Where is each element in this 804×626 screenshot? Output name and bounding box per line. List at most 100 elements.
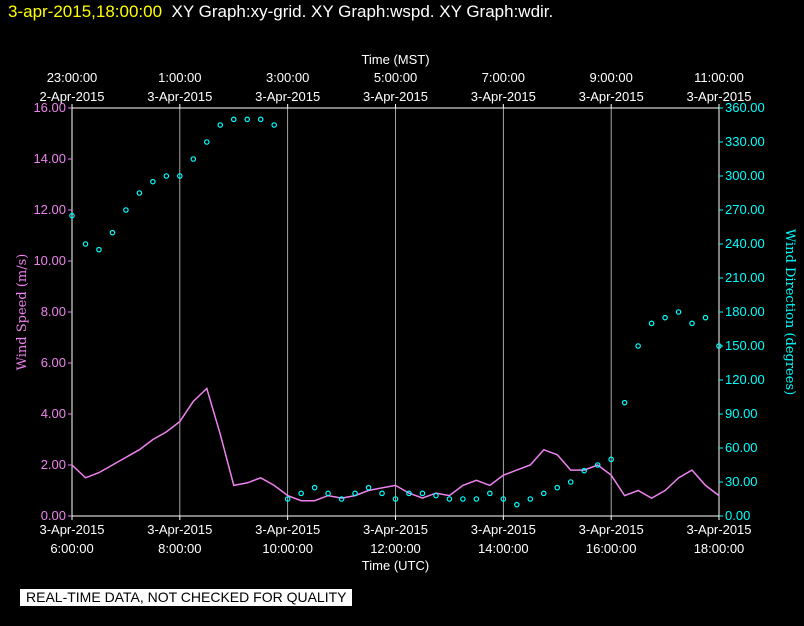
y-tick-label-right: 30.00 (725, 474, 758, 489)
disclaimer: REAL-TIME DATA, NOT CHECKED FOR QUALITY (20, 589, 353, 606)
x-tick-label-time: 12:00:00 (370, 541, 421, 556)
x-top-tick-label-time: 11:00:00 (694, 70, 744, 85)
y-tick-label-right: 270.00 (725, 202, 765, 217)
wind-direction-point (298, 490, 304, 497)
wind-direction-point (702, 314, 709, 321)
x-top-tick-label-time: 7:00:00 (482, 70, 525, 85)
wind-direction-point (379, 490, 385, 497)
wind-direction-point (257, 116, 264, 123)
y-tick-label-right: 60.00 (725, 440, 758, 455)
x-tick-label-date: 3-Apr-2015 (579, 522, 644, 537)
wind-direction-point (365, 484, 372, 491)
wind-direction-point (352, 490, 358, 497)
x-tick-label-time: 16:00:00 (586, 541, 637, 556)
x-tick-label-date: 3-Apr-2015 (471, 522, 536, 537)
wind-direction-point (338, 496, 345, 502)
x-top-tick-label-date: 3-Apr-2015 (363, 89, 428, 104)
wind-direction-point (608, 456, 614, 463)
y-tick-label-left: 4.00 (41, 406, 66, 421)
y-tick-label-right: 90.00 (725, 406, 758, 421)
wind-direction-point (419, 490, 426, 497)
wind-direction-point (406, 490, 412, 497)
wind-direction-point (675, 309, 682, 315)
y-tick-label-right: 210.00 (725, 270, 765, 285)
x-top-tick-label-time: 3:00:00 (266, 70, 309, 85)
wind-direction-point (69, 212, 75, 219)
timestamp: 3-apr-2015,18:00:00 (8, 2, 163, 21)
y-tick-label-right: 330.00 (725, 134, 765, 149)
wind-direction-point (136, 190, 143, 196)
wind-direction-point (446, 496, 453, 502)
x-tick-label-time: 10:00:00 (262, 541, 313, 556)
y-tick-label-left: 2.00 (41, 457, 66, 472)
wind-direction-point (325, 490, 331, 497)
wind-direction-point (621, 399, 628, 406)
wind-direction-point (123, 207, 129, 213)
x-top-tick-label-time: 23:00:00 (47, 70, 98, 85)
y-tick-label-left: 8.00 (41, 304, 66, 319)
x-top-tick-label-date: 3-Apr-2015 (579, 89, 644, 104)
wind-direction-point (689, 320, 695, 327)
wind-direction-point (648, 320, 655, 327)
wind-direction-point (244, 116, 251, 123)
wind-direction-point (203, 139, 210, 145)
wind-direction-point (163, 173, 170, 179)
y-axis-title-right: Wind Direction (degrees) (782, 229, 797, 395)
wind-direction-point (527, 496, 534, 502)
x-tick-label-time: 6:00:00 (50, 541, 93, 556)
wind-direction-point (635, 343, 641, 349)
wind-direction-point (716, 343, 722, 349)
wind-direction-point (190, 156, 197, 162)
y-tick-label-left: 16.00 (33, 100, 66, 115)
y-tick-label-right: 150.00 (725, 338, 765, 353)
wind-direction-point (217, 122, 224, 128)
x-top-tick-label-date: 3-Apr-2015 (471, 89, 536, 104)
wind-direction-point (594, 462, 601, 468)
wind-direction-point (109, 229, 116, 236)
y-tick-label-left: 14.00 (33, 151, 66, 166)
y-tick-label-right: 240.00 (725, 236, 765, 251)
x-tick-label-time: 14:00:00 (478, 541, 529, 556)
x-top-tick-label-date: 3-Apr-2015 (686, 89, 751, 104)
wind-direction-point (540, 490, 547, 497)
y-tick-label-right: 0.00 (725, 508, 750, 523)
x-axis-title-bottom: Time (UTC) (362, 558, 429, 573)
wind-direction-point (567, 479, 574, 485)
wind-direction-point (433, 492, 439, 499)
x-top-tick-label-date: 2-Apr-2015 (39, 89, 104, 104)
wind-direction-point (177, 173, 183, 179)
graph-titles: XY Graph:xy-grid. XY Graph:wspd. XY Grap… (171, 2, 554, 21)
wind-direction-point (392, 496, 399, 502)
wind-direction-point (514, 501, 520, 508)
wind-direction-point (487, 490, 493, 497)
y-tick-label-left: 10.00 (33, 253, 66, 268)
wind-direction-point (150, 178, 156, 185)
x-tick-label-date: 3-Apr-2015 (147, 522, 212, 537)
y-tick-label-left: 12.00 (33, 202, 66, 217)
y-tick-label-right: 300.00 (725, 168, 765, 183)
chart-header: 3-apr-2015,18:00:00 XY Graph:xy-grid. XY… (8, 2, 553, 22)
x-axis-title-top: Time (MST) (361, 52, 429, 67)
x-tick-label-date: 3-Apr-2015 (255, 522, 320, 537)
wind-direction-point (662, 314, 668, 321)
x-top-tick-label-date: 3-Apr-2015 (255, 89, 320, 104)
wind-direction-point (460, 496, 466, 502)
x-tick-label-time: 8:00:00 (158, 541, 201, 556)
y-tick-label-left: 0.00 (41, 508, 66, 523)
wind-direction-point (554, 484, 561, 491)
wind-direction-point (311, 484, 318, 491)
wind-direction-point (271, 122, 277, 128)
wind-direction-point (581, 467, 588, 474)
y-tick-label-right: 360.00 (725, 100, 765, 115)
wind-direction-point (82, 241, 89, 247)
y-axis-title-left: Wind Speed (m/s) (15, 254, 30, 371)
y-tick-label-right: 120.00 (725, 372, 765, 387)
y-tick-label-left: 6.00 (41, 355, 66, 370)
x-tick-label-time: 18:00:00 (694, 541, 745, 556)
wind-direction-point (96, 246, 102, 253)
wind-direction-point (500, 496, 507, 502)
x-top-tick-label-time: 5:00:00 (374, 70, 417, 85)
x-top-tick-label-time: 1:00:00 (158, 70, 201, 85)
y-tick-label-right: 180.00 (725, 304, 765, 319)
